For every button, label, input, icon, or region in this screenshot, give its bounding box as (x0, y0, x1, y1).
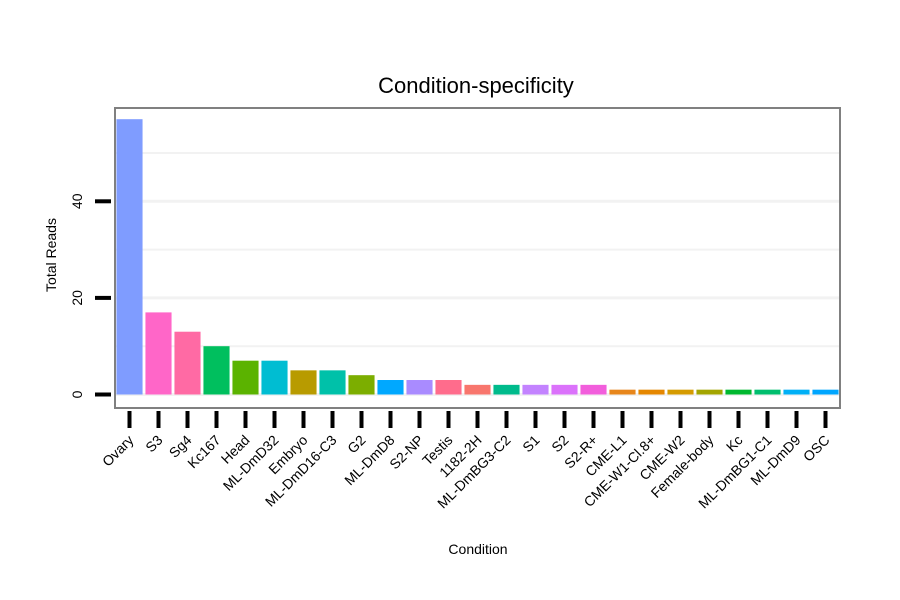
plot-background (115, 108, 840, 408)
bar (812, 389, 839, 395)
bar (783, 389, 810, 395)
bars (116, 119, 839, 395)
bar (348, 375, 375, 395)
x-tick-label: Kc (723, 432, 746, 455)
bar (377, 380, 404, 395)
y-tick-label: 40 (69, 193, 85, 209)
bar (609, 389, 636, 395)
y-tick-label: 20 (69, 290, 85, 306)
bar (145, 312, 172, 395)
x-tick-label: OSC (800, 432, 833, 465)
bar (203, 346, 230, 395)
bar (116, 119, 143, 395)
bar (493, 384, 520, 395)
bar (290, 370, 317, 395)
bar (319, 370, 346, 395)
x-axis-label: Condition (448, 541, 507, 557)
bar (464, 384, 491, 395)
bar (725, 389, 752, 395)
x-tick-label: S3 (142, 432, 166, 456)
bar (406, 380, 433, 395)
x-tick-label: S1 (519, 432, 543, 456)
y-axis-label: Total Reads (43, 218, 59, 292)
bar (696, 389, 723, 395)
x-axis: Ovary S3 Sg4Kc167HeadML-DmD32EmbryoML-DmD1… (99, 411, 833, 511)
bar (522, 384, 549, 395)
y-tick-label: 0 (69, 390, 85, 398)
y-axis: 0 20 40 (69, 193, 111, 398)
bar (754, 389, 781, 395)
bar (638, 389, 665, 395)
x-tick-label: Ovary (99, 432, 137, 470)
bar (580, 384, 607, 395)
bar (232, 360, 259, 395)
bar (174, 331, 201, 395)
bar (261, 360, 288, 395)
chart-title: Condition-specificity (378, 73, 574, 98)
plot-frame (114, 107, 841, 409)
bar (551, 384, 578, 395)
bar (667, 389, 694, 395)
bar (435, 380, 462, 395)
x-tick-label: Kc167 (184, 432, 224, 472)
